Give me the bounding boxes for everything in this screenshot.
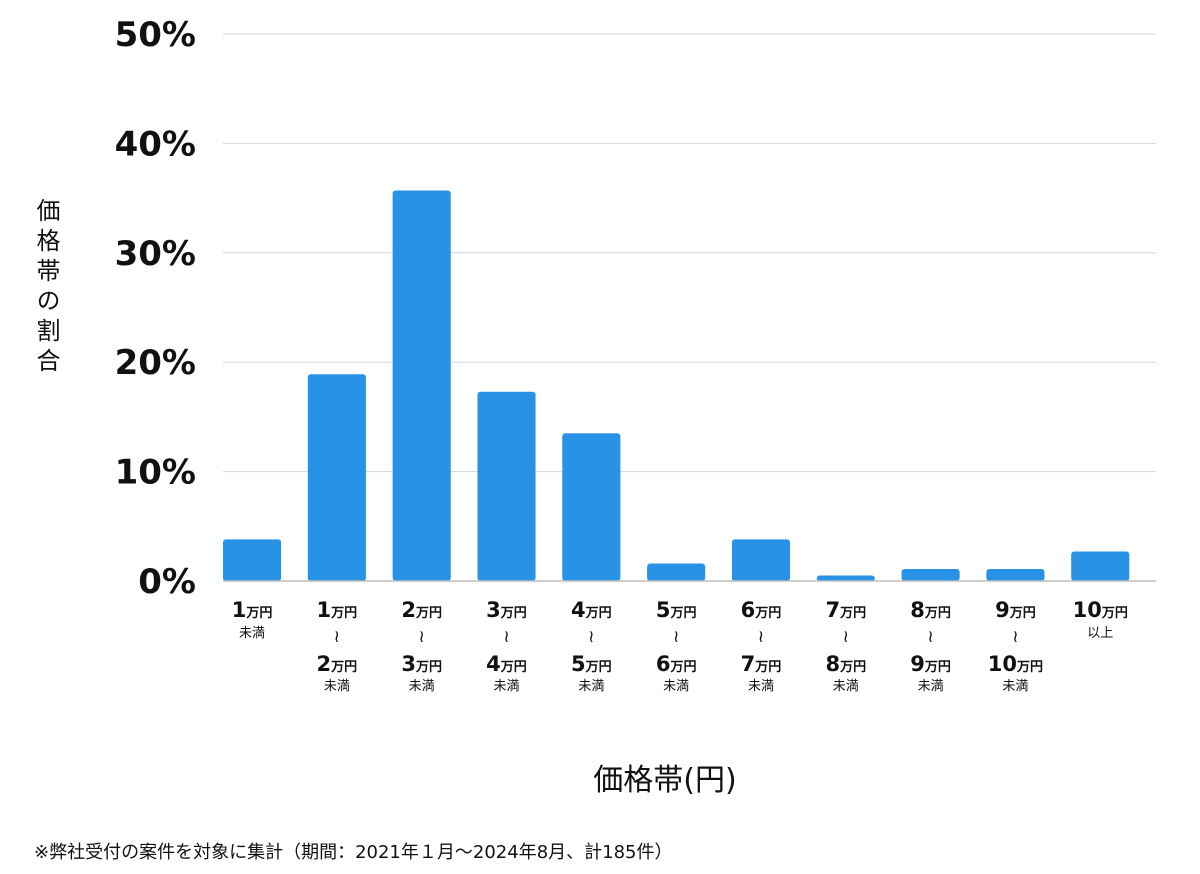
x-tick-range-mark: ≀ bbox=[843, 627, 849, 647]
y-tick-label: 40% bbox=[115, 124, 196, 164]
y-tick-label: 20% bbox=[115, 343, 196, 383]
x-tick-range-mark: ≀ bbox=[673, 627, 679, 647]
y-tick-label: 30% bbox=[115, 234, 196, 274]
y-tick-label: 50% bbox=[115, 15, 196, 55]
bar bbox=[477, 391, 536, 581]
x-tick-note: 未満 bbox=[748, 679, 774, 694]
x-tick-range-mark: ≀ bbox=[588, 627, 594, 647]
x-tick-range-mark: ≀ bbox=[503, 627, 509, 647]
x-tick-label-line: 2万円 bbox=[401, 598, 442, 622]
x-tick-label-line: 8万円 bbox=[825, 652, 866, 676]
x-tick-range-mark: ≀ bbox=[758, 627, 764, 647]
x-tick-label-line: 9万円 bbox=[910, 652, 951, 676]
x-axis-ticks: 1万円未満1万円≀2万円未満2万円≀3万円未満3万円≀4万円未満4万円≀5万円未… bbox=[232, 598, 1128, 694]
bar bbox=[1071, 551, 1130, 581]
y-tick-label: 10% bbox=[115, 453, 196, 493]
x-tick-label-line: 10万円 bbox=[1073, 598, 1128, 622]
x-tick-note: 未満 bbox=[578, 679, 604, 694]
x-tick-label-line: 9万円 bbox=[995, 598, 1036, 622]
bar bbox=[223, 539, 282, 581]
x-tick-label-line: 5万円 bbox=[656, 598, 697, 622]
x-tick-label-line: 4万円 bbox=[486, 652, 527, 676]
x-tick-label-line: 4万円 bbox=[571, 598, 612, 622]
y-axis-label: 価格帯の割合 bbox=[32, 198, 60, 378]
x-tick-label-line: 6万円 bbox=[656, 652, 697, 676]
x-tick-note: 未満 bbox=[409, 679, 435, 694]
gridlines bbox=[223, 33, 1156, 473]
x-tick-label-line: 8万円 bbox=[910, 598, 951, 622]
x-tick-label-line: 7万円 bbox=[741, 652, 782, 676]
x-tick-label-line: 1万円 bbox=[317, 598, 358, 622]
x-tick-note: 未満 bbox=[324, 679, 350, 694]
bar-chart: 0%10%20%30%40%50% 1万円未満1万円≀2万円未満2万円≀3万円未… bbox=[115, 15, 1156, 694]
x-tick-range-mark: ≀ bbox=[418, 627, 424, 647]
x-tick-range-mark: ≀ bbox=[1012, 627, 1018, 647]
bar bbox=[816, 575, 875, 581]
x-tick-note: 未満 bbox=[833, 679, 859, 694]
x-tick-label-line: 5万円 bbox=[571, 652, 612, 676]
bar bbox=[647, 563, 706, 581]
footnote: ※弊社受付の案件を対象に集計（期間：2021年１月〜2024年8月、計185件） bbox=[34, 842, 673, 863]
x-tick-note: 未満 bbox=[1002, 679, 1028, 694]
bar bbox=[901, 568, 960, 581]
x-tick-note: 未満 bbox=[239, 626, 265, 641]
x-tick-note: 未満 bbox=[918, 679, 944, 694]
y-tick-label: 0% bbox=[138, 562, 196, 602]
bars bbox=[223, 190, 1130, 581]
x-tick-note: 未満 bbox=[663, 679, 689, 694]
x-tick-range-mark: ≀ bbox=[927, 627, 933, 647]
x-tick-label-line: 1万円 bbox=[232, 598, 273, 622]
bar bbox=[392, 190, 451, 581]
x-tick-label-line: 10万円 bbox=[988, 652, 1043, 676]
bar bbox=[731, 539, 791, 581]
x-tick-label-line: 7万円 bbox=[825, 598, 866, 622]
x-tick-range-mark: ≀ bbox=[334, 627, 340, 647]
x-axis-label: 価格帯(円) bbox=[593, 763, 737, 798]
bar bbox=[986, 568, 1045, 581]
x-tick-label-line: 3万円 bbox=[401, 652, 442, 676]
x-tick-label-line: 6万円 bbox=[741, 598, 782, 622]
x-tick-label-line: 2万円 bbox=[317, 652, 358, 676]
bar bbox=[307, 374, 366, 581]
x-tick-label-line: 3万円 bbox=[486, 598, 527, 622]
bar bbox=[562, 433, 621, 581]
x-tick-note: 以上 bbox=[1087, 626, 1113, 641]
y-axis-ticks: 0% 10% 20% 30% 40% 50% bbox=[115, 15, 196, 602]
x-tick-note: 未満 bbox=[493, 679, 519, 694]
